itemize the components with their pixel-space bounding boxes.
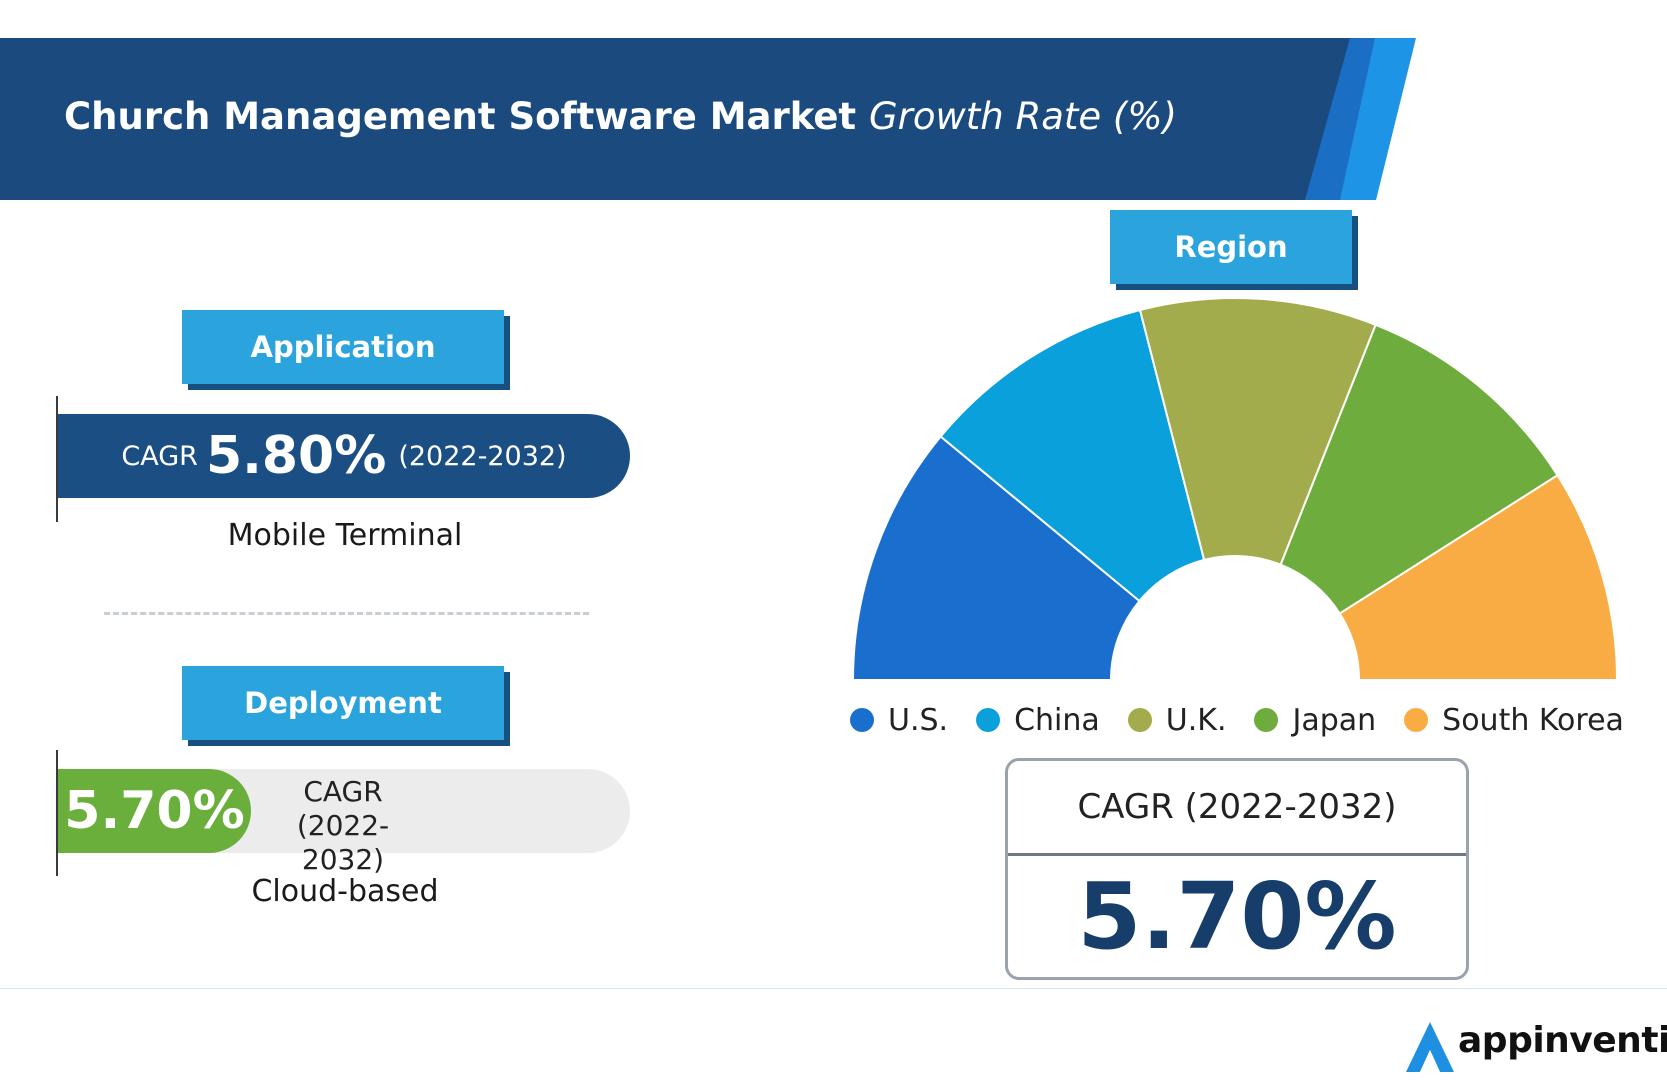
region-slice-china xyxy=(939,308,1206,603)
application-cagr-label: CAGR xyxy=(121,440,198,472)
application-tag: Application xyxy=(182,310,504,384)
brand-name: appinventiv xyxy=(1458,1020,1667,1061)
legend-dot-icon xyxy=(976,708,1001,732)
deployment-axis-line xyxy=(56,750,58,876)
region-slice-u-s xyxy=(851,435,1141,681)
region-legend: U.S. China U.K. Japan South Korea xyxy=(850,700,1652,740)
deployment-segment-label: Cloud-based xyxy=(251,874,439,909)
deployment-cagr-text: CAGR (2022-2032) xyxy=(258,775,428,877)
legend-label: Japan xyxy=(1292,702,1377,738)
application-axis-line xyxy=(56,396,58,522)
section-divider xyxy=(104,612,589,615)
legend-dot-icon xyxy=(1404,708,1429,732)
application-cagr-pill: CAGR 5.80% (2022-2032) xyxy=(58,414,630,498)
application-period: (2022-2032) xyxy=(398,440,567,472)
application-cagr-value: 5.80% xyxy=(205,426,387,486)
chart-title: Church Management Software Market Growth… xyxy=(64,92,1177,142)
application-segment-label: Mobile Terminal xyxy=(227,518,463,553)
legend-item-china: China xyxy=(976,703,1100,738)
title-italic: Growth Rate (%) xyxy=(869,95,1177,138)
legend-label: U.S. xyxy=(888,702,949,738)
legend-label: South Korea xyxy=(1442,702,1624,738)
region-slice-u-k xyxy=(1138,297,1377,567)
deployment-tag: Deployment xyxy=(182,666,504,740)
region-semi-donut-chart xyxy=(851,297,1619,681)
legend-item-japan: Japan xyxy=(1254,703,1376,738)
title-bold: Church Management Software Market xyxy=(64,95,857,138)
region-slice-japan xyxy=(1279,323,1559,615)
legend-dot-icon xyxy=(1254,708,1279,732)
region-tag: Region xyxy=(1110,210,1352,284)
legend-dot-icon xyxy=(1127,708,1152,732)
legend-label: China xyxy=(1014,702,1100,738)
region-slice-south-korea xyxy=(1338,473,1619,681)
deployment-period: (2022-2032) xyxy=(296,809,390,876)
legend-item-u-s: U.S. xyxy=(850,703,948,738)
region-cagr-value: 5.70% xyxy=(1077,863,1397,970)
region-cagr-box: CAGR (2022-2032) 5.70% xyxy=(1005,758,1469,980)
appinventiv-logo-icon xyxy=(1406,1022,1454,1072)
legend-dot-icon xyxy=(850,708,874,732)
legend-item-u-k: U.K. xyxy=(1127,702,1227,738)
deployment-cagr-label: CAGR xyxy=(303,775,383,808)
legend-label: U.K. xyxy=(1165,702,1227,738)
header-banner xyxy=(0,38,1416,200)
footer-divider xyxy=(0,988,1667,989)
legend-item-south-korea: South Korea xyxy=(1404,703,1624,738)
deployment-cagr-value: 5.70% xyxy=(58,769,251,853)
region-cagr-label: CAGR (2022-2032) xyxy=(1008,761,1466,856)
